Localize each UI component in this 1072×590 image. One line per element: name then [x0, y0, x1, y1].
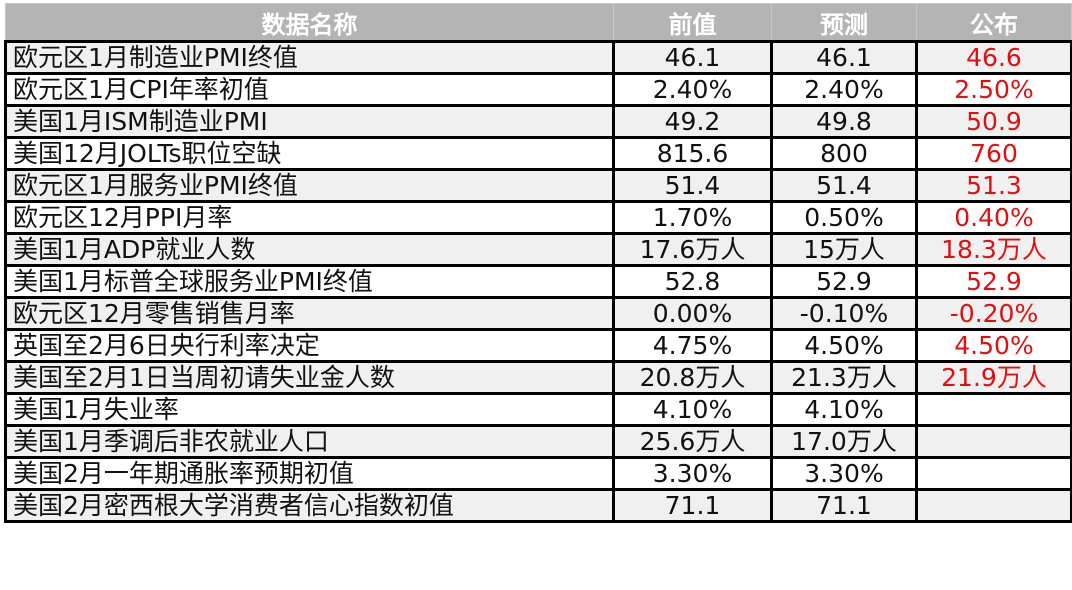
header-forecast: 预测 [771, 3, 917, 42]
forecast-cell: 51.4 [770, 168, 918, 203]
table-row: 美国1月季调后非农就业人口 25.6万人 17.0万人 [4, 424, 1072, 459]
forecast-cell: -0.10% [770, 296, 918, 331]
table-row: 美国1月ADP就业人数 17.6万人 15万人 18.3万人 [4, 232, 1072, 267]
actual-cell: 760 [915, 136, 1072, 171]
header-actual: 公布 [916, 3, 1072, 42]
forecast-cell: 0.50% [770, 200, 918, 235]
table-row: 美国1月ISM制造业PMI 49.2 49.8 50.9 [4, 104, 1072, 139]
forecast-cell: 4.10% [770, 392, 918, 427]
name-cell: 欧元区1月CPI年率初值 [4, 72, 615, 107]
forecast-cell: 4.50% [770, 328, 918, 363]
actual-cell [915, 392, 1072, 427]
table-row: 美国2月一年期通胀率预期初值 3.30% 3.30% [4, 456, 1072, 491]
name-cell: 美国1月标普全球服务业PMI终值 [4, 264, 615, 299]
actual-cell [915, 424, 1072, 459]
previous-cell: 71.1 [612, 488, 773, 523]
previous-cell: 0.00% [612, 296, 773, 331]
forecast-cell: 2.40% [770, 72, 918, 107]
forecast-cell: 52.9 [770, 264, 918, 299]
previous-cell: 4.75% [612, 328, 773, 363]
previous-cell: 49.2 [612, 104, 773, 139]
previous-cell: 1.70% [612, 200, 773, 235]
actual-cell: 4.50% [915, 328, 1072, 363]
table-row: 欧元区1月CPI年率初值 2.40% 2.40% 2.50% [4, 72, 1072, 107]
forecast-cell: 15万人 [770, 232, 918, 267]
header-row: 数据名称 前值 预测 公布 [5, 3, 1072, 42]
previous-cell: 2.40% [612, 72, 773, 107]
forecast-cell: 21.3万人 [770, 360, 918, 395]
header-previous: 前值 [613, 3, 772, 42]
name-cell: 美国1月ISM制造业PMI [4, 104, 615, 139]
table-row: 美国2月密西根大学消费者信心指数初值 71.1 71.1 [4, 488, 1072, 523]
forecast-cell: 3.30% [770, 456, 918, 491]
name-cell: 美国2月一年期通胀率预期初值 [4, 456, 615, 491]
name-cell: 欧元区1月制造业PMI终值 [4, 40, 615, 75]
economic-data-table: 数据名称 前值 预测 公布 欧元区1月制造业PMI终值 46.1 46.1 46.6 欧… [4, 3, 1072, 523]
table-row: 欧元区1月制造业PMI终值 46.1 46.1 46.6 [4, 40, 1072, 75]
previous-cell: 4.10% [612, 392, 773, 427]
name-cell: 美国1月ADP就业人数 [4, 232, 615, 267]
previous-cell: 52.8 [612, 264, 773, 299]
table-row: 美国至2月1日当周初请失业金人数 20.8万人 21.3万人 21.9万人 [4, 360, 1072, 395]
name-cell: 美国1月季调后非农就业人口 [4, 424, 615, 459]
table-row: 欧元区1月服务业PMI终值 51.4 51.4 51.3 [4, 168, 1072, 203]
table-row: 美国1月失业率 4.10% 4.10% [4, 392, 1072, 427]
table-row: 欧元区12月PPI月率 1.70% 0.50% 0.40% [4, 200, 1072, 235]
name-cell: 欧元区1月服务业PMI终值 [4, 168, 615, 203]
actual-cell: 51.3 [915, 168, 1072, 203]
actual-cell: 52.9 [915, 264, 1072, 299]
table-row: 欧元区12月零售销售月率 0.00% -0.10% -0.20% [4, 296, 1072, 331]
forecast-cell: 800 [770, 136, 918, 171]
actual-cell: 0.40% [915, 200, 1072, 235]
previous-cell: 17.6万人 [612, 232, 773, 267]
previous-cell: 51.4 [612, 168, 773, 203]
name-cell: 欧元区12月零售销售月率 [4, 296, 615, 331]
name-cell: 欧元区12月PPI月率 [4, 200, 615, 235]
actual-cell: -0.20% [915, 296, 1072, 331]
forecast-cell: 71.1 [770, 488, 918, 523]
actual-cell: 21.9万人 [915, 360, 1072, 395]
actual-cell: 2.50% [915, 72, 1072, 107]
header-name: 数据名称 [5, 3, 614, 42]
table-row: 美国12月JOLTs职位空缺 815.6 800 760 [4, 136, 1072, 171]
actual-cell [915, 456, 1072, 491]
forecast-cell: 49.8 [770, 104, 918, 139]
actual-cell [915, 488, 1072, 523]
name-cell: 美国至2月1日当周初请失业金人数 [4, 360, 615, 395]
actual-cell: 50.9 [915, 104, 1072, 139]
table-row: 英国至2月6日央行利率决定 4.75% 4.50% 4.50% [4, 328, 1072, 363]
name-cell: 英国至2月6日央行利率决定 [4, 328, 615, 363]
actual-cell: 46.6 [915, 40, 1072, 75]
name-cell: 美国2月密西根大学消费者信心指数初值 [4, 488, 615, 523]
previous-cell: 46.1 [612, 40, 773, 75]
previous-cell: 20.8万人 [612, 360, 773, 395]
previous-cell: 815.6 [612, 136, 773, 171]
name-cell: 美国12月JOLTs职位空缺 [4, 136, 615, 171]
previous-cell: 25.6万人 [612, 424, 773, 459]
actual-cell: 18.3万人 [915, 232, 1072, 267]
table-row: 美国1月标普全球服务业PMI终值 52.8 52.9 52.9 [4, 264, 1072, 299]
forecast-cell: 46.1 [770, 40, 918, 75]
forecast-cell: 17.0万人 [770, 424, 918, 459]
previous-cell: 3.30% [612, 456, 773, 491]
name-cell: 美国1月失业率 [4, 392, 615, 427]
